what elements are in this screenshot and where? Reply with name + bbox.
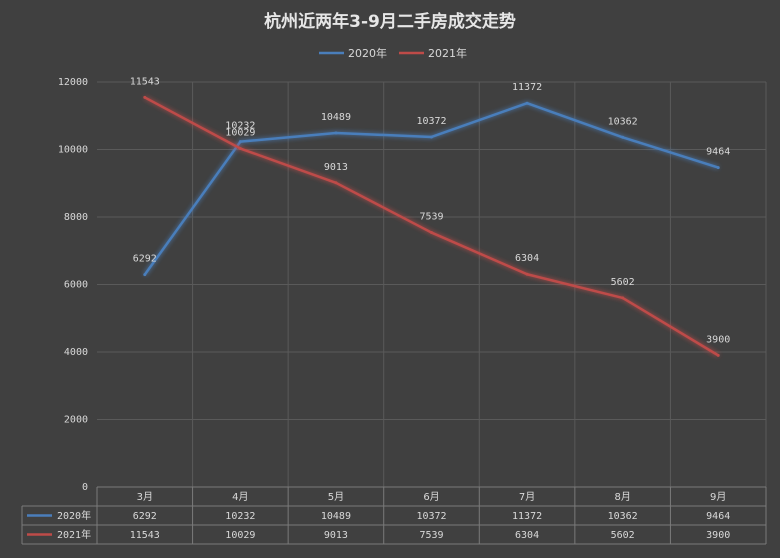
- data-point: [238, 140, 242, 144]
- data-point: [525, 101, 529, 105]
- data-point: [621, 135, 625, 139]
- table-cell: 11543: [130, 530, 160, 541]
- table-cell: 6304: [515, 530, 539, 541]
- table-cell: 5602: [611, 530, 635, 541]
- x-tick-label: 4月: [232, 491, 248, 503]
- table-cell: 10029: [225, 530, 255, 541]
- x-tick-label: 7月: [519, 491, 535, 503]
- data-point: [525, 272, 529, 276]
- data-point: [716, 353, 720, 357]
- x-tick-label: 5月: [328, 491, 344, 503]
- y-tick-label: 4000: [64, 347, 88, 358]
- y-tick-label: 12000: [58, 77, 88, 88]
- data-label: 9464: [706, 147, 730, 158]
- x-tick-label: 6月: [423, 491, 439, 503]
- table-cell: 10372: [416, 511, 446, 522]
- data-point: [238, 147, 242, 151]
- table-cell: 7539: [419, 530, 443, 541]
- data-label: 10372: [416, 116, 446, 127]
- chart-title: 杭州近两年3-9月二手房成交走势: [264, 11, 516, 32]
- data-point: [334, 131, 338, 135]
- legend-entry: 2021年: [428, 46, 467, 60]
- data-label: 10489: [321, 112, 351, 123]
- table-row-header: 2020年: [57, 509, 91, 522]
- table-row-header: 2021年: [57, 528, 91, 541]
- table-cell: 9013: [324, 530, 348, 541]
- y-tick-label: 10000: [58, 145, 88, 156]
- table-cell: 3900: [706, 530, 730, 541]
- data-label: 10232: [225, 121, 255, 132]
- gridlines: [97, 81, 767, 487]
- table-cell: 9464: [706, 511, 730, 522]
- table-cell: 11372: [512, 511, 542, 522]
- data-point: [334, 181, 338, 185]
- data-point: [430, 231, 433, 235]
- data-point: [143, 95, 147, 99]
- y-tick-label: 2000: [64, 415, 88, 426]
- series-lines: [143, 95, 720, 357]
- data-label: 7539: [419, 212, 443, 223]
- data-label: 6292: [133, 254, 157, 265]
- data-labels: 6292 10232 10489 10372 11372 10362 9464 11543 10…: [130, 76, 731, 345]
- data-label: 6304: [515, 253, 539, 264]
- data-label: 9013: [324, 162, 348, 173]
- x-tick-label: 8月: [614, 491, 630, 503]
- y-tick-label: 0: [82, 482, 88, 493]
- y-tick-label: 6000: [64, 280, 88, 291]
- table-cell: 10232: [225, 511, 255, 522]
- data-label: 3900: [706, 334, 730, 345]
- y-axis: 0 2000 4000 6000 8000 10000 12000: [58, 77, 88, 493]
- table-cell: 6292: [133, 511, 157, 522]
- data-table: 3月 4月 5月 6月 7月 8月 9月 2020年 6292 10232 10489 10372 11…: [21, 486, 767, 545]
- data-point: [430, 135, 433, 139]
- x-tick-label: 9月: [710, 491, 726, 503]
- data-label: 11372: [512, 82, 542, 93]
- data-label: 5602: [611, 277, 635, 288]
- data-point: [143, 273, 147, 277]
- data-point: [716, 166, 720, 170]
- legend-entry: 2020年: [348, 46, 387, 60]
- data-label: 11543: [130, 76, 160, 87]
- legend: 2020年 2021年: [319, 46, 467, 60]
- table-cell: 10362: [608, 511, 638, 522]
- x-tick-label: 3月: [137, 491, 153, 503]
- data-label: 10029: [225, 128, 255, 139]
- y-tick-label: 8000: [64, 212, 88, 223]
- data-label: 10362: [608, 116, 638, 127]
- table-cell: 10489: [321, 511, 351, 522]
- data-point: [621, 296, 625, 300]
